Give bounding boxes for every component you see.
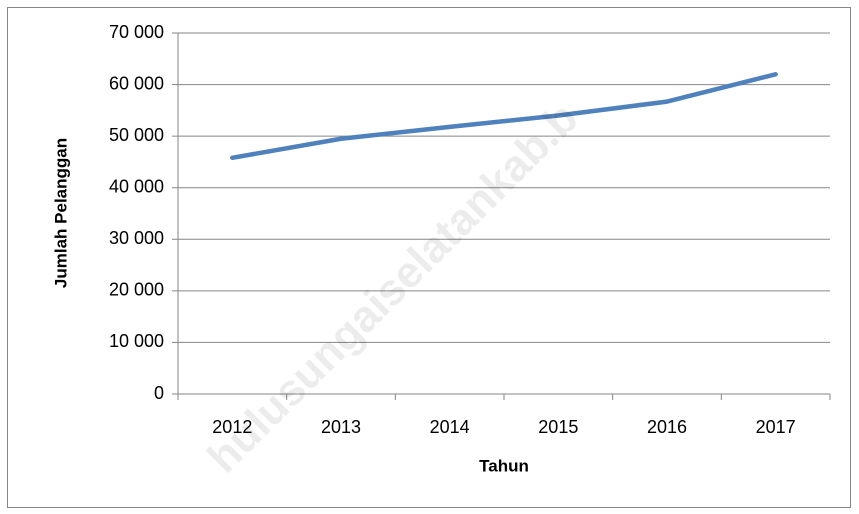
x-tick-label: 2014 xyxy=(430,417,470,437)
data-line xyxy=(230,72,778,161)
y-tick-label: 0 xyxy=(154,383,164,403)
y-tick-label: 50 000 xyxy=(109,125,164,145)
x-tick-label: 2015 xyxy=(538,417,578,437)
y-tick-label: 70 000 xyxy=(109,22,164,42)
y-tick-label: 10 000 xyxy=(109,331,164,351)
y-tick-label: 30 000 xyxy=(109,228,164,248)
x-axis-title: Tahun xyxy=(479,456,529,475)
y-tick-label: 40 000 xyxy=(109,176,164,196)
y-tick-label: 60 000 xyxy=(109,73,164,93)
x-tick-label: 2013 xyxy=(321,417,361,437)
x-tick-label: 2017 xyxy=(756,417,796,437)
x-tick-label: 2012 xyxy=(212,417,252,437)
y-axis-title: Jumlah Pelanggan xyxy=(51,138,70,288)
y-tick-label: 20 000 xyxy=(109,280,164,300)
x-tick-label: 2016 xyxy=(647,417,687,437)
